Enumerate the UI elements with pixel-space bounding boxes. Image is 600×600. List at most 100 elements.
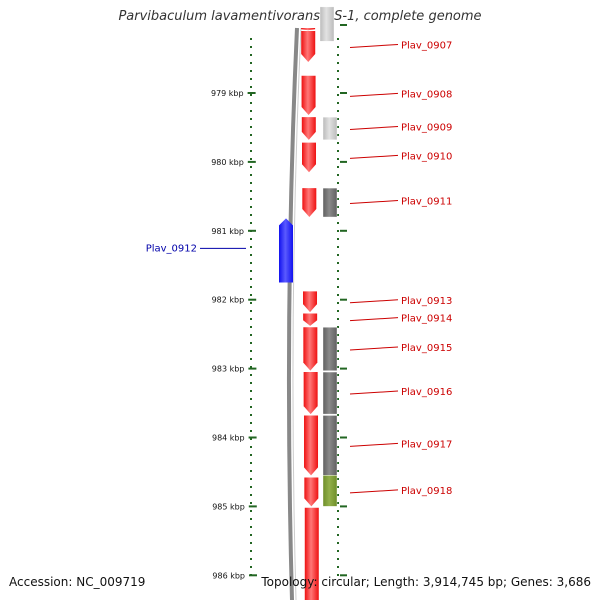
tick-dot <box>250 374 252 376</box>
tick-dot <box>337 326 339 328</box>
forward-gene-arrow <box>301 28 316 31</box>
tick-dot <box>250 446 252 448</box>
backbone-highlight <box>292 27 302 600</box>
tick-dot <box>337 470 339 472</box>
tick-track: 979 kbp 980 kbp 981 kbp 982 kbp 983 kbp 984 k… <box>211 24 347 580</box>
tick-dot <box>337 262 339 264</box>
forward-gene-arrow <box>303 313 318 326</box>
forward-gene-arrow <box>302 188 317 218</box>
tick-dot <box>337 558 339 560</box>
tick-dot <box>337 462 339 464</box>
tick-dot <box>337 254 339 256</box>
tick-dot <box>337 486 339 488</box>
tick-dot <box>250 342 252 344</box>
tick-dot <box>337 382 339 384</box>
tick-dot <box>250 110 252 112</box>
forward-gene-arrow <box>301 75 316 116</box>
tick-dot <box>337 366 339 368</box>
tick-dot <box>337 246 339 248</box>
tick-dot <box>337 198 339 200</box>
tick-dot <box>250 46 252 48</box>
tick-dot <box>250 534 252 536</box>
gene-label: Plav_0914 <box>401 314 452 325</box>
tick-dot <box>250 414 252 416</box>
forward-gene-arrow <box>302 142 317 173</box>
tick-dot <box>337 118 339 120</box>
major-tick <box>248 367 257 370</box>
tick-dot <box>337 134 339 136</box>
tick-dot <box>337 390 339 392</box>
tick-dot <box>337 374 339 376</box>
tick-dot <box>337 550 339 552</box>
tick-dot <box>337 206 339 208</box>
gene-label: Plav_0911 <box>401 197 452 208</box>
tick-dot <box>250 358 252 360</box>
tick-dot <box>250 78 252 80</box>
backbone-arc <box>286 27 299 600</box>
major-tick <box>248 298 257 301</box>
tick-dot <box>250 86 252 88</box>
gene-label-leader <box>349 390 399 395</box>
tick-dot <box>337 54 339 56</box>
map-title: Parvibaculum lavamentivorans DS-1, compl… <box>118 9 482 24</box>
tick-dot <box>250 222 252 224</box>
tick-dot <box>250 302 252 304</box>
major-tick <box>340 367 347 370</box>
tick-dot <box>337 270 339 272</box>
tick-dot <box>250 350 252 352</box>
backbone-track <box>286 27 302 600</box>
tick-dot <box>250 190 252 192</box>
major-tick <box>340 229 347 232</box>
tick-label: 979 kbp <box>211 89 244 98</box>
hit-block <box>322 116 338 141</box>
tick-dot <box>250 102 252 104</box>
major-tick <box>340 92 347 94</box>
hit-track <box>319 6 338 507</box>
tick-dot <box>337 422 339 424</box>
tick-dot <box>337 150 339 152</box>
tick-dot <box>250 54 252 56</box>
tick-dot <box>337 294 339 296</box>
tick-dot <box>337 510 339 512</box>
gene-label-leader <box>349 317 399 322</box>
gene-label: Plav_0912 <box>146 243 197 254</box>
tick-dot <box>250 62 252 64</box>
tick-label: 983 kbp <box>212 365 245 374</box>
gene-label-leader <box>349 442 399 447</box>
tick-dot <box>250 126 252 128</box>
tick-dot <box>250 70 252 72</box>
tick-dot <box>337 342 339 344</box>
gene-label: Plav_0909 <box>401 122 452 133</box>
tick-dot <box>337 286 339 288</box>
tick-dot <box>250 182 252 184</box>
tick-dot <box>250 158 252 160</box>
gene-label: Plav_0907 <box>401 40 452 51</box>
tick-dot <box>250 366 252 368</box>
forward-gene-arrow <box>301 30 316 62</box>
tick-dot <box>250 278 252 280</box>
gene-label: Plav_0917 <box>401 439 452 450</box>
tick-dot <box>337 142 339 144</box>
tick-dot <box>250 494 252 496</box>
tick-dot <box>337 574 339 576</box>
tick-dot <box>337 446 339 448</box>
tick-dot <box>337 430 339 432</box>
forward-gene-arrow <box>301 117 316 140</box>
tick-dot <box>250 438 252 440</box>
tick-dot <box>250 150 252 152</box>
tick-dot <box>250 558 252 560</box>
topology-label: Topology: circular; Length: 3,914,745 bp… <box>261 575 591 589</box>
major-tick <box>248 436 257 439</box>
major-tick <box>249 574 257 577</box>
tick-dot <box>250 478 252 480</box>
tick-dot <box>250 422 252 424</box>
major-tick <box>248 505 257 508</box>
tick-dot <box>337 358 339 360</box>
hit-block <box>322 327 338 371</box>
tick-dot <box>250 134 252 136</box>
tick-dot <box>337 454 339 456</box>
reverse-gene-arrow <box>279 218 293 283</box>
tick-dot <box>250 198 252 200</box>
tick-dot <box>250 526 252 528</box>
